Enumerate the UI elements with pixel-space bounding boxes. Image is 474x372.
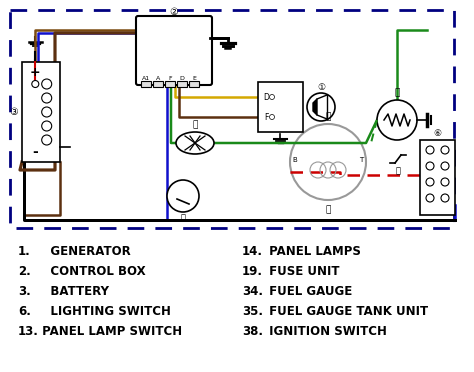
Circle shape — [441, 146, 449, 154]
Text: 1.: 1. — [18, 245, 31, 258]
Bar — [189, 81, 199, 87]
Text: ⑭: ⑭ — [325, 205, 331, 215]
Text: B: B — [292, 157, 297, 163]
Bar — [153, 81, 163, 87]
Text: 34.: 34. — [242, 285, 263, 298]
Text: CONTROL BOX: CONTROL BOX — [38, 265, 146, 278]
Text: GENERATOR: GENERATOR — [38, 245, 131, 258]
Circle shape — [426, 146, 434, 154]
Text: 13.: 13. — [18, 325, 39, 338]
Circle shape — [441, 178, 449, 186]
Text: A1: A1 — [142, 76, 150, 80]
Circle shape — [290, 124, 366, 200]
Circle shape — [42, 93, 52, 103]
Text: 38.: 38. — [242, 325, 263, 338]
Circle shape — [270, 115, 274, 119]
Text: 2.: 2. — [18, 265, 31, 278]
Circle shape — [441, 194, 449, 202]
Text: 14.: 14. — [242, 245, 263, 258]
Circle shape — [42, 121, 52, 131]
Bar — [177, 81, 187, 87]
Circle shape — [426, 194, 434, 202]
Circle shape — [307, 93, 335, 121]
Circle shape — [441, 162, 449, 170]
Text: ㉟: ㉟ — [394, 89, 400, 97]
Bar — [165, 81, 175, 87]
Text: 6.: 6. — [18, 305, 31, 318]
Text: LIGHTING SWITCH: LIGHTING SWITCH — [38, 305, 171, 318]
Text: FUSE UNIT: FUSE UNIT — [265, 265, 339, 278]
Text: F: F — [168, 76, 172, 80]
Bar — [141, 81, 151, 87]
Circle shape — [42, 107, 52, 117]
Text: PANEL LAMPS: PANEL LAMPS — [265, 245, 361, 258]
Polygon shape — [313, 99, 317, 115]
Text: BATTERY: BATTERY — [38, 285, 109, 298]
Ellipse shape — [176, 132, 214, 154]
Text: -: - — [32, 145, 38, 159]
Circle shape — [426, 162, 434, 170]
Bar — [22, 62, 60, 162]
Text: IGNITION SWITCH: IGNITION SWITCH — [265, 325, 387, 338]
Text: T: T — [359, 157, 363, 163]
Text: F: F — [264, 112, 268, 122]
Text: E: E — [192, 76, 196, 80]
Text: D: D — [180, 76, 184, 80]
Text: ①: ① — [317, 83, 325, 93]
Circle shape — [270, 94, 274, 99]
Text: +: + — [30, 65, 41, 78]
Text: FUEL GAUGE: FUEL GAUGE — [265, 285, 352, 298]
FancyBboxPatch shape — [136, 16, 212, 85]
Bar — [10, 10, 454, 228]
Bar — [258, 82, 303, 132]
Text: PANEL LAMP SWITCH: PANEL LAMP SWITCH — [38, 325, 182, 338]
Text: ㊳: ㊳ — [181, 214, 185, 222]
Text: ⑲: ⑲ — [192, 121, 198, 129]
Text: D: D — [263, 93, 269, 102]
Text: 3.: 3. — [18, 285, 31, 298]
Circle shape — [42, 135, 52, 145]
Text: ⑬: ⑬ — [395, 167, 401, 176]
Text: 35.: 35. — [242, 305, 263, 318]
Text: A: A — [156, 76, 160, 80]
Text: ③: ③ — [9, 107, 18, 117]
Bar — [420, 140, 455, 215]
Circle shape — [167, 180, 199, 212]
Circle shape — [32, 80, 39, 87]
Text: 19.: 19. — [242, 265, 263, 278]
Text: ㉞: ㉞ — [325, 112, 331, 122]
Text: ⑥: ⑥ — [433, 128, 442, 138]
Circle shape — [426, 178, 434, 186]
Circle shape — [377, 100, 417, 140]
Text: FUEL GAUGE TANK UNIT: FUEL GAUGE TANK UNIT — [265, 305, 428, 318]
Text: ②: ② — [170, 7, 178, 17]
Circle shape — [42, 79, 52, 89]
